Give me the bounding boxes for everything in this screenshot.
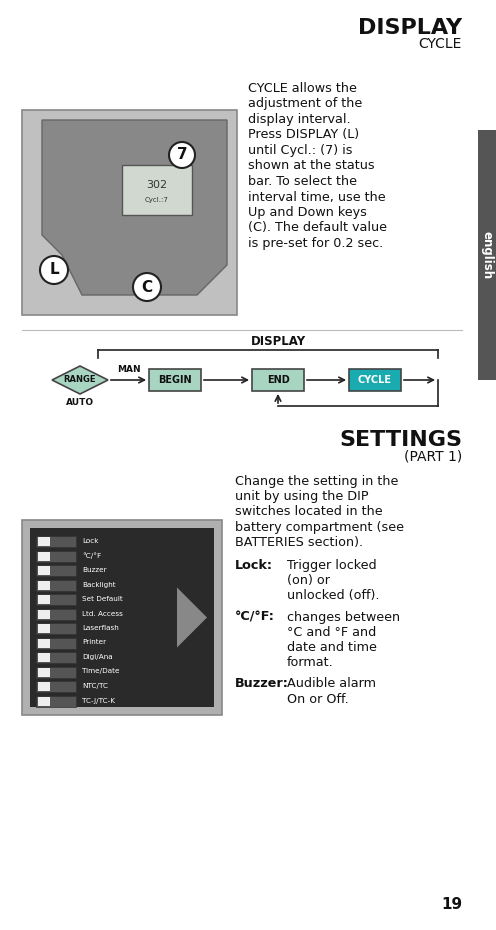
Text: L: L	[49, 262, 59, 277]
Text: SETTINGS: SETTINGS	[339, 430, 462, 450]
Text: Printer: Printer	[82, 640, 106, 645]
FancyBboxPatch shape	[36, 579, 76, 591]
FancyBboxPatch shape	[38, 566, 50, 575]
FancyBboxPatch shape	[38, 668, 50, 676]
Text: NTC/TC: NTC/TC	[82, 683, 108, 689]
Text: Ltd. Access: Ltd. Access	[82, 610, 123, 617]
FancyBboxPatch shape	[36, 681, 76, 692]
Text: Up and Down keys: Up and Down keys	[248, 206, 367, 219]
Polygon shape	[177, 588, 207, 647]
Text: unlocked (off).: unlocked (off).	[287, 590, 379, 603]
FancyBboxPatch shape	[122, 165, 192, 215]
FancyBboxPatch shape	[252, 369, 304, 391]
FancyBboxPatch shape	[36, 551, 76, 562]
Text: CYCLE: CYCLE	[358, 375, 392, 385]
FancyBboxPatch shape	[36, 594, 76, 605]
Text: Press DISPLAY (L): Press DISPLAY (L)	[248, 128, 359, 141]
FancyBboxPatch shape	[36, 696, 76, 707]
Text: MAN: MAN	[117, 365, 140, 374]
Text: CYCLE: CYCLE	[419, 37, 462, 51]
FancyBboxPatch shape	[149, 369, 201, 391]
Text: 7: 7	[177, 148, 187, 163]
Text: format.: format.	[287, 657, 334, 670]
Text: °C/°F: °C/°F	[82, 552, 101, 559]
Text: Lock: Lock	[82, 538, 99, 544]
FancyBboxPatch shape	[36, 565, 76, 576]
Text: until Cycl.: (7) is: until Cycl.: (7) is	[248, 144, 353, 157]
FancyBboxPatch shape	[38, 697, 50, 706]
Text: battery compartment (see: battery compartment (see	[235, 521, 404, 534]
Text: date and time: date and time	[287, 641, 377, 654]
Text: adjustment of the: adjustment of the	[248, 98, 362, 111]
Text: DISPLAY: DISPLAY	[358, 18, 462, 38]
Text: RANGE: RANGE	[64, 376, 96, 384]
Text: 302: 302	[146, 180, 168, 190]
FancyBboxPatch shape	[38, 639, 50, 647]
Text: Time/Date: Time/Date	[82, 669, 120, 674]
FancyBboxPatch shape	[36, 637, 76, 648]
Text: display interval.: display interval.	[248, 113, 351, 126]
Text: BEGIN: BEGIN	[158, 375, 192, 385]
Text: Digi/Ana: Digi/Ana	[82, 654, 113, 660]
Text: CYCLE allows the: CYCLE allows the	[248, 82, 357, 95]
Text: unit by using the DIP: unit by using the DIP	[235, 490, 369, 503]
Text: Set Default: Set Default	[82, 596, 123, 602]
FancyBboxPatch shape	[22, 110, 237, 315]
Text: (C). The default value: (C). The default value	[248, 221, 387, 234]
Text: bar. To select the: bar. To select the	[248, 175, 357, 188]
Text: Change the setting in the: Change the setting in the	[235, 475, 398, 488]
Text: Trigger locked: Trigger locked	[287, 559, 376, 572]
FancyBboxPatch shape	[38, 682, 50, 691]
Text: END: END	[267, 375, 289, 385]
Text: BATTERIES section).: BATTERIES section).	[235, 536, 363, 549]
Text: Laserflash: Laserflash	[82, 625, 119, 631]
Text: °C/°F:: °C/°F:	[235, 611, 275, 624]
Text: DISPLAY: DISPLAY	[250, 335, 306, 348]
Text: switches located in the: switches located in the	[235, 505, 382, 518]
Text: °C and °F and: °C and °F and	[287, 626, 376, 639]
Text: Backlight: Backlight	[82, 581, 116, 588]
Text: Audible alarm: Audible alarm	[287, 677, 376, 690]
FancyBboxPatch shape	[38, 595, 50, 604]
Text: 19: 19	[441, 897, 462, 912]
Circle shape	[40, 256, 68, 284]
FancyBboxPatch shape	[22, 520, 222, 715]
FancyBboxPatch shape	[36, 608, 76, 619]
Text: is pre-set for 0.2 sec.: is pre-set for 0.2 sec.	[248, 237, 383, 250]
Polygon shape	[52, 366, 108, 394]
Polygon shape	[42, 120, 227, 295]
FancyBboxPatch shape	[38, 609, 50, 618]
Text: AUTO: AUTO	[66, 398, 94, 407]
Text: Cycl.:7: Cycl.:7	[145, 197, 169, 203]
FancyBboxPatch shape	[38, 653, 50, 662]
Text: english: english	[481, 231, 494, 279]
Text: On or Off.: On or Off.	[287, 693, 349, 706]
Text: (on) or: (on) or	[287, 574, 330, 587]
Circle shape	[169, 142, 195, 168]
FancyBboxPatch shape	[38, 580, 50, 590]
Text: C: C	[141, 280, 153, 295]
FancyBboxPatch shape	[30, 528, 214, 707]
FancyBboxPatch shape	[36, 667, 76, 677]
Text: TC-J/TC-K: TC-J/TC-K	[82, 698, 115, 703]
FancyBboxPatch shape	[38, 537, 50, 546]
FancyBboxPatch shape	[38, 624, 50, 633]
Text: Buzzer:: Buzzer:	[235, 677, 289, 690]
Text: shown at the status: shown at the status	[248, 160, 374, 172]
Text: Lock:: Lock:	[235, 559, 273, 572]
FancyBboxPatch shape	[36, 623, 76, 634]
Circle shape	[133, 273, 161, 301]
FancyBboxPatch shape	[36, 536, 76, 547]
Text: changes between: changes between	[287, 611, 400, 624]
FancyBboxPatch shape	[38, 551, 50, 561]
Text: (PART 1): (PART 1)	[404, 450, 462, 464]
Text: Buzzer: Buzzer	[82, 567, 107, 573]
Text: interval time, use the: interval time, use the	[248, 191, 385, 204]
FancyBboxPatch shape	[478, 130, 496, 380]
FancyBboxPatch shape	[36, 652, 76, 663]
FancyBboxPatch shape	[349, 369, 401, 391]
